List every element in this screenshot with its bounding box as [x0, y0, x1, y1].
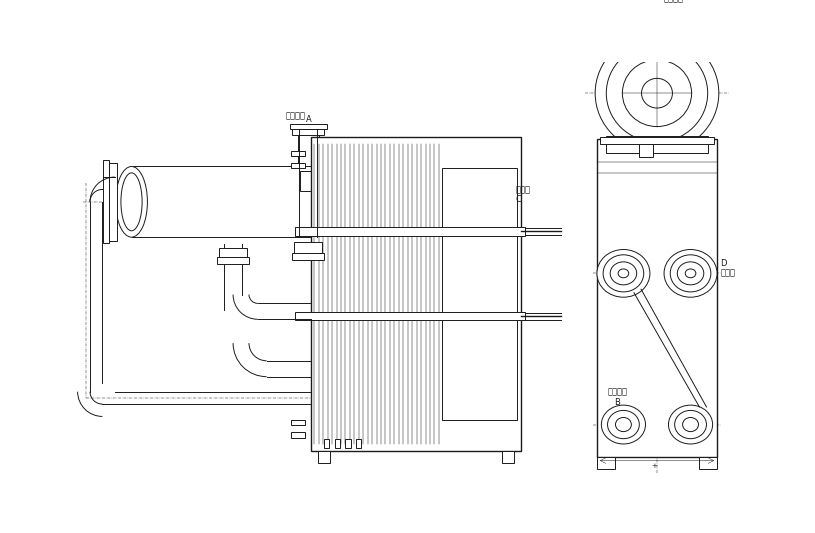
Bar [311, 138, 521, 451]
Ellipse shape [452, 166, 483, 237]
Bar [597, 457, 615, 470]
Bar [643, 4, 671, 8]
Bar [293, 128, 324, 135]
Ellipse shape [670, 255, 711, 292]
Ellipse shape [116, 166, 148, 237]
Bar [104, 160, 109, 244]
Ellipse shape [601, 405, 645, 444]
Ellipse shape [664, 249, 717, 297]
Ellipse shape [668, 405, 712, 444]
Bar [318, 451, 330, 463]
Bar [292, 163, 306, 168]
Bar [295, 312, 525, 320]
Bar [109, 163, 117, 241]
Bar [442, 168, 518, 420]
Bar [501, 451, 514, 463]
Text: 蒸汽出口: 蒸汽出口 [607, 387, 628, 397]
Text: D: D [720, 259, 727, 268]
Bar [504, 191, 509, 213]
Bar [606, 135, 708, 154]
Text: 水进口: 水进口 [516, 186, 531, 195]
Ellipse shape [675, 410, 707, 439]
Bar [346, 439, 350, 448]
Bar [699, 457, 717, 470]
Bar [293, 253, 324, 260]
Bar [292, 432, 306, 438]
Ellipse shape [618, 269, 628, 278]
Text: 水出口: 水出口 [720, 269, 736, 278]
Ellipse shape [615, 417, 632, 432]
Ellipse shape [683, 417, 698, 432]
Ellipse shape [606, 44, 707, 142]
Ellipse shape [610, 262, 637, 285]
Ellipse shape [595, 34, 719, 152]
Ellipse shape [603, 255, 644, 292]
Bar [295, 227, 525, 236]
Bar [356, 439, 361, 448]
Ellipse shape [597, 249, 650, 297]
Text: 蒸汽入口: 蒸汽入口 [664, 0, 684, 4]
Bar [292, 151, 306, 156]
Bar [597, 139, 717, 457]
Bar [645, 8, 669, 13]
Bar [482, 163, 489, 241]
Bar [488, 160, 495, 244]
Ellipse shape [623, 60, 692, 126]
Ellipse shape [685, 269, 696, 278]
Ellipse shape [607, 410, 639, 439]
Text: A: A [659, 0, 665, 1]
Bar [300, 171, 316, 191]
Bar [131, 166, 467, 237]
Text: 蒸汽入口: 蒸汽入口 [286, 111, 306, 120]
Bar [289, 124, 327, 128]
Ellipse shape [641, 78, 672, 108]
Bar [292, 420, 306, 425]
Bar [335, 439, 340, 448]
Bar [294, 241, 322, 253]
Bar [324, 439, 329, 448]
Text: C: C [516, 195, 522, 204]
Ellipse shape [677, 262, 704, 285]
Bar [219, 248, 247, 257]
Text: +: + [651, 463, 657, 469]
Text: B: B [615, 398, 620, 407]
Bar [639, 144, 654, 157]
Bar [509, 189, 513, 214]
Bar [217, 256, 249, 264]
Text: A: A [306, 115, 312, 124]
Bar [600, 138, 715, 144]
